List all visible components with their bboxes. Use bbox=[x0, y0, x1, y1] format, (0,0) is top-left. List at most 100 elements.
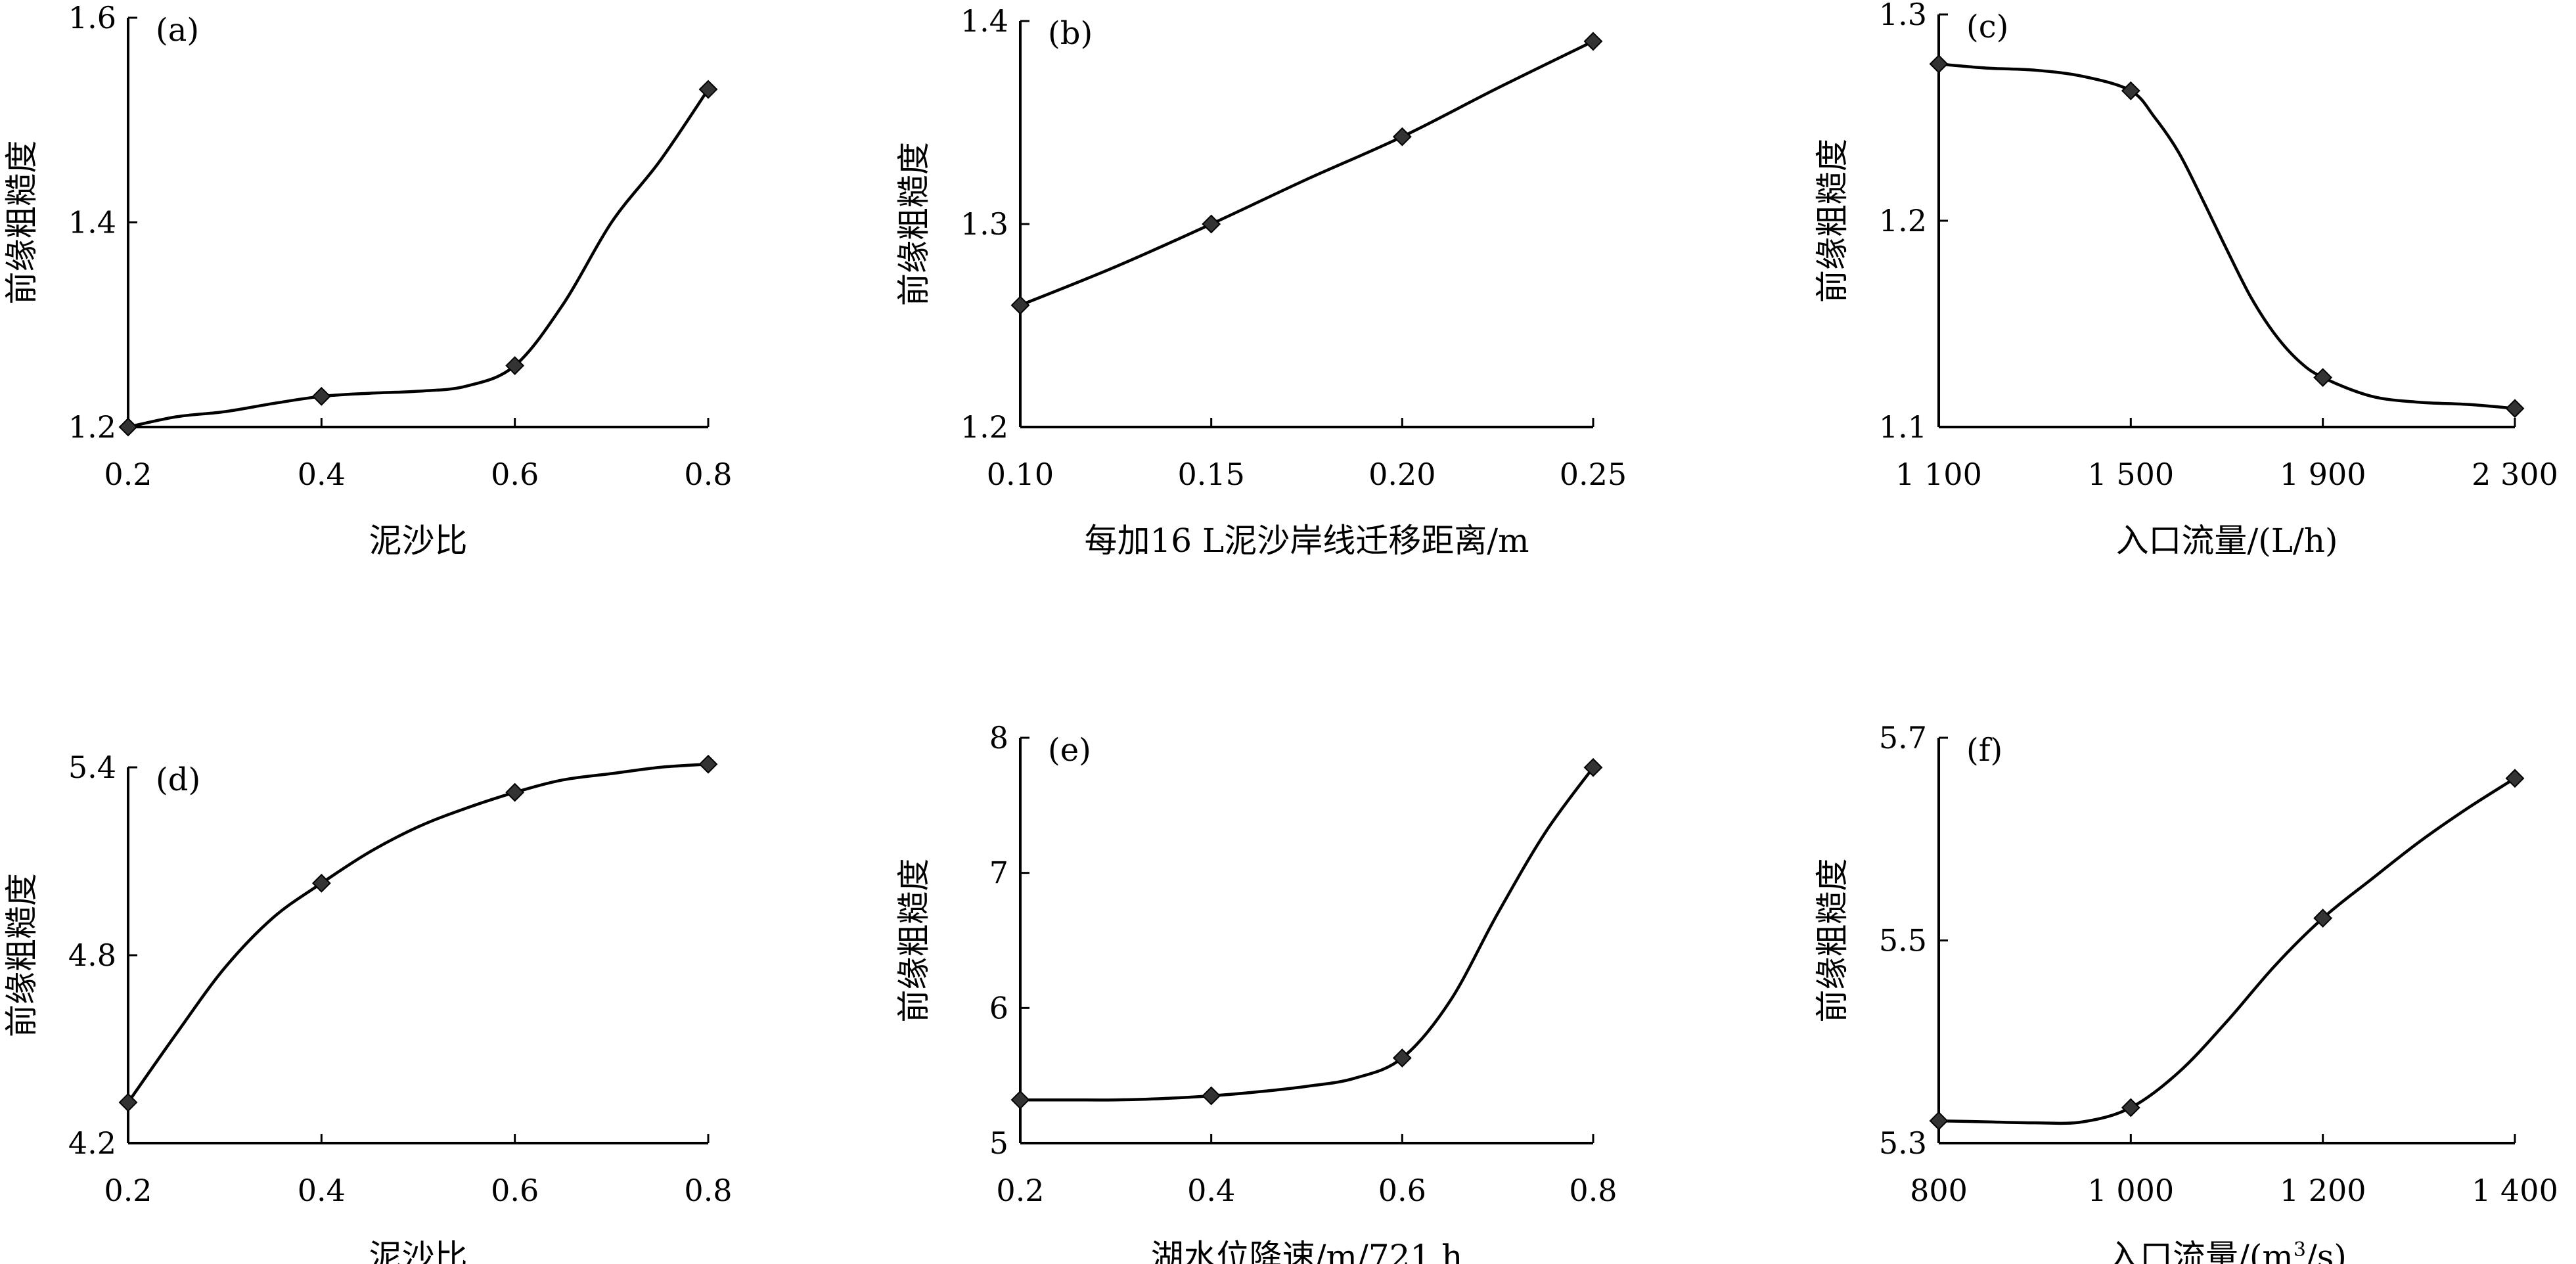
data-point-marker bbox=[1929, 1111, 1949, 1131]
y-tick-label: 1.4 bbox=[68, 205, 116, 240]
x-axis-title-unit: /s) bbox=[2306, 1238, 2347, 1264]
y-tick-label: 4.8 bbox=[68, 937, 116, 973]
data-point-marker bbox=[505, 356, 525, 375]
data-point-marker bbox=[698, 79, 718, 99]
x-tick-label: 0.6 bbox=[491, 457, 539, 492]
data-point-marker bbox=[311, 386, 331, 406]
x-axis-title: 湖水位降速/m/721 h bbox=[1151, 1238, 1463, 1264]
data-point-marker bbox=[505, 782, 525, 802]
y-tick-label: 5.5 bbox=[1879, 923, 1927, 959]
x-tick-label: 0.8 bbox=[1569, 1173, 1617, 1208]
x-tick-label: 0.8 bbox=[684, 1173, 732, 1208]
y-tick-label: 1.2 bbox=[960, 409, 1008, 445]
data-point-marker bbox=[2505, 769, 2525, 788]
x-tick-label: 0.4 bbox=[298, 1173, 346, 1208]
x-tick-label: 0.6 bbox=[1378, 1173, 1426, 1208]
y-tick-label: 4.2 bbox=[68, 1125, 116, 1161]
y-axis-title: 前缘粗糙度 bbox=[895, 142, 933, 306]
x-axis-title: 泥沙比 bbox=[369, 522, 468, 560]
series-line bbox=[1938, 62, 2516, 410]
x-tick-label: 1 500 bbox=[2087, 457, 2174, 492]
x-tick-label: 0.2 bbox=[104, 457, 152, 492]
chart-panel-f: 800 1 000 1 200 1 400 5.3 5.5 5.7 (f) 入口流量/(m3/s… bbox=[1813, 720, 2558, 1264]
y-tick-label: 5.7 bbox=[1879, 720, 1927, 756]
data-point-marker bbox=[118, 1093, 138, 1112]
series-line bbox=[127, 762, 709, 1104]
data-point-marker bbox=[1010, 1090, 1030, 1110]
panel-label: (f) bbox=[1966, 732, 2002, 769]
y-axis-title: 前缘粗糙度 bbox=[1813, 859, 1851, 1023]
x-axis-title: 泥沙比 bbox=[369, 1238, 468, 1264]
y-tick-label: 1.3 bbox=[1879, 0, 1927, 32]
data-point-marker bbox=[2121, 81, 2140, 101]
x-tick-label: 0.2 bbox=[104, 1173, 152, 1208]
x-axis-title: 入口流量/(m3/s) bbox=[2107, 1238, 2347, 1264]
y-tick-label: 5.3 bbox=[1879, 1125, 1927, 1161]
x-tick-label: 0.10 bbox=[987, 457, 1054, 492]
data-point-marker bbox=[2505, 399, 2525, 418]
data-point-marker bbox=[698, 754, 718, 774]
x-tick-label: 1 100 bbox=[1895, 457, 1982, 492]
panel-label: (b) bbox=[1048, 15, 1093, 52]
x-tick-label: 0.2 bbox=[996, 1173, 1044, 1208]
chart-panel-b: 0.10 0.15 0.20 0.25 1.2 1.3 1.4 (b) 每加16 L泥沙岸线迁移… bbox=[895, 3, 1627, 560]
data-point-marker bbox=[118, 417, 138, 437]
series-line bbox=[1020, 39, 1594, 307]
x-axis-title-superscript: 3 bbox=[2294, 1238, 2306, 1261]
y-tick-label: 1.1 bbox=[1879, 409, 1927, 445]
x-axis-title: 每加16 L泥沙岸线迁移距离/m bbox=[1085, 522, 1529, 560]
y-tick-label: 1.2 bbox=[68, 409, 116, 445]
series-line bbox=[1020, 766, 1594, 1102]
data-point-marker bbox=[1202, 214, 1221, 234]
y-tick-label: 5 bbox=[989, 1125, 1008, 1161]
data-point-marker bbox=[1929, 54, 1949, 74]
series-line bbox=[127, 88, 710, 429]
x-tick-label: 1 400 bbox=[2472, 1173, 2558, 1208]
x-tick-label: 800 bbox=[1910, 1173, 1968, 1208]
chart-panel-a: 0.2 0.4 0.6 0.8 1.2 1.4 1.6 (a) 泥沙比 前缘粗糙度 bbox=[3, 0, 733, 560]
y-tick-label: 1.3 bbox=[960, 206, 1008, 242]
x-axis-title-main: 入口流量/(m bbox=[2107, 1238, 2294, 1264]
data-point-marker bbox=[2121, 1098, 2140, 1117]
y-tick-label: 5.4 bbox=[68, 750, 116, 785]
chart-panel-d: 0.2 0.4 0.6 0.8 4.2 4.8 5.4 (d) 泥沙比 前缘粗糙度 bbox=[3, 750, 733, 1264]
panel-label: (a) bbox=[156, 12, 199, 49]
y-axis-title: 前缘粗糙度 bbox=[1813, 139, 1851, 303]
data-point-marker bbox=[1010, 296, 1030, 315]
x-tick-label: 1 000 bbox=[2087, 1173, 2174, 1208]
y-axis-title: 前缘粗糙度 bbox=[3, 141, 41, 305]
data-point-marker bbox=[1202, 1086, 1221, 1106]
x-tick-label: 0.20 bbox=[1368, 457, 1435, 492]
series-line bbox=[1938, 777, 2516, 1125]
y-tick-label: 8 bbox=[989, 720, 1008, 756]
data-point-marker bbox=[2313, 368, 2333, 388]
y-tick-label: 7 bbox=[989, 855, 1008, 891]
data-point-marker bbox=[311, 873, 331, 893]
chart-panel-c: 1 100 1 500 1 900 2 300 1.1 1.2 1.3 (c) 入口流量/(L/… bbox=[1813, 0, 2558, 560]
x-tick-label: 0.15 bbox=[1177, 457, 1244, 492]
data-point-marker bbox=[1583, 32, 1603, 51]
panel-label: (e) bbox=[1048, 732, 1091, 769]
y-tick-label: 1.4 bbox=[960, 3, 1008, 39]
data-point-marker bbox=[1392, 1049, 1412, 1068]
x-tick-label: 0.4 bbox=[298, 457, 346, 492]
y-axis-title: 前缘粗糙度 bbox=[3, 873, 41, 1037]
data-point-marker bbox=[1583, 757, 1603, 777]
y-axis-title: 前缘粗糙度 bbox=[895, 859, 933, 1023]
x-tick-label: 0.25 bbox=[1560, 457, 1627, 492]
x-tick-label: 0.6 bbox=[491, 1173, 539, 1208]
y-tick-label: 1.2 bbox=[1879, 203, 1927, 238]
panel-label: (c) bbox=[1966, 9, 2008, 45]
x-tick-label: 0.8 bbox=[684, 457, 732, 492]
x-tick-label: 1 900 bbox=[2280, 457, 2366, 492]
data-point-marker bbox=[1392, 127, 1412, 147]
chart-panel-e: 0.2 0.4 0.6 0.8 5 6 7 8 (e) 湖水位降速/m/721 h 前缘粗糙度 bbox=[895, 720, 1617, 1264]
data-point-marker bbox=[2313, 909, 2333, 928]
y-tick-label: 6 bbox=[989, 990, 1008, 1026]
x-tick-label: 2 300 bbox=[2472, 457, 2558, 492]
x-tick-label: 1 200 bbox=[2280, 1173, 2366, 1208]
x-axis-title: 入口流量/(L/h) bbox=[2115, 522, 2338, 560]
panel-label: (d) bbox=[156, 761, 200, 798]
y-tick-label: 1.6 bbox=[68, 0, 116, 35]
